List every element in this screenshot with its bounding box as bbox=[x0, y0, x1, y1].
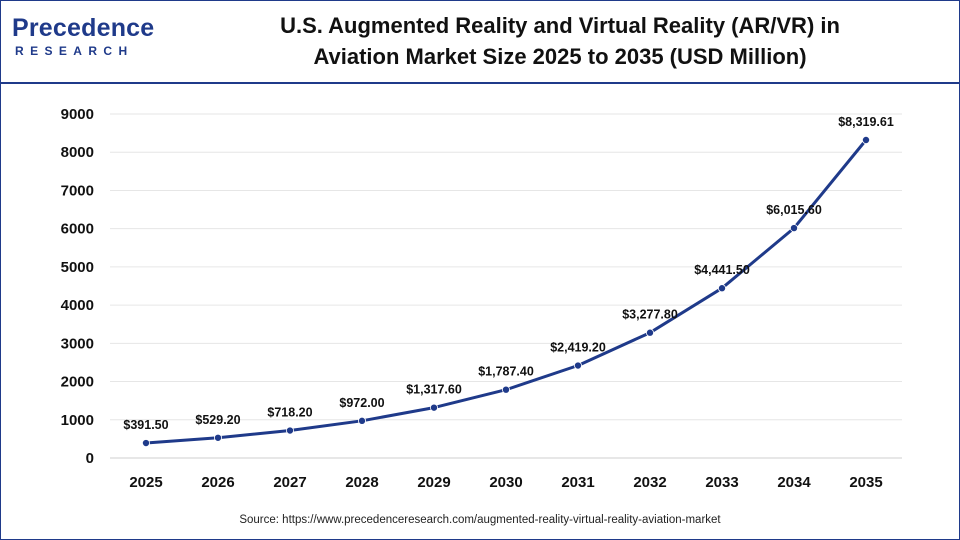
source-note: Source: https://www.precedenceresearch.c… bbox=[239, 514, 721, 526]
data-point bbox=[501, 385, 510, 394]
x-tick-label: 2027 bbox=[273, 474, 306, 491]
data-point bbox=[429, 403, 438, 412]
brand-sub: RESEARCH bbox=[15, 44, 134, 58]
header: Precedence RESEARCH U.S. Augmented Reali… bbox=[0, 0, 960, 82]
x-tick-label: 2033 bbox=[705, 474, 738, 491]
data-label: $4,441.50 bbox=[694, 263, 750, 277]
data-label: $6,015.60 bbox=[766, 203, 822, 217]
y-tick-label: 3000 bbox=[61, 335, 94, 352]
line-chart: 0 1000 2000 3000 4000 5000 6000 7000 8000 9000 20… bbox=[61, 106, 902, 491]
data-point bbox=[646, 328, 655, 337]
x-tick-label: 2029 bbox=[417, 474, 450, 491]
series-line bbox=[145, 139, 868, 445]
data-label: $529.20 bbox=[195, 413, 240, 427]
brand-logo: Precedence RESEARCH bbox=[12, 14, 172, 64]
header-divider bbox=[0, 82, 960, 84]
data-point bbox=[213, 433, 222, 442]
data-point bbox=[790, 224, 799, 233]
y-tick-label: 1000 bbox=[61, 412, 94, 429]
data-point bbox=[718, 284, 727, 293]
y-tick-label: 0 bbox=[86, 450, 94, 467]
data-point bbox=[862, 136, 871, 145]
x-tick-label: 2028 bbox=[345, 474, 378, 491]
data-label: $8,319.61 bbox=[838, 115, 894, 129]
chart-title: U.S. Augmented Reality and Virtual Reali… bbox=[190, 10, 930, 72]
x-tick-label: 2030 bbox=[489, 474, 522, 491]
data-label: $1,787.40 bbox=[478, 365, 534, 379]
x-tick-label: 2032 bbox=[633, 474, 666, 491]
data-label: $1,317.60 bbox=[406, 383, 462, 397]
x-tick-label: 2034 bbox=[777, 474, 811, 491]
data-point bbox=[357, 416, 366, 425]
data-label: $972.00 bbox=[339, 396, 384, 410]
x-tick-label: 2026 bbox=[201, 474, 234, 491]
y-tick-label: 7000 bbox=[61, 182, 94, 199]
y-tick-label: 5000 bbox=[61, 259, 94, 276]
y-tick-label: 4000 bbox=[61, 297, 94, 314]
data-point bbox=[285, 426, 294, 435]
data-point bbox=[141, 439, 150, 448]
y-tick-label: 8000 bbox=[61, 144, 94, 161]
data-point bbox=[574, 361, 583, 370]
x-tick-label: 2035 bbox=[849, 474, 882, 491]
x-tick-label: 2025 bbox=[129, 474, 162, 491]
y-tick-label: 2000 bbox=[61, 374, 94, 391]
brand-name: Precedence bbox=[12, 14, 155, 42]
y-tick-label: 9000 bbox=[61, 106, 94, 123]
chart-title-line-2: Aviation Market Size 2025 to 2035 (USD M… bbox=[313, 44, 807, 69]
x-tick-label: 2031 bbox=[561, 474, 594, 491]
data-label: $2,419.20 bbox=[550, 341, 606, 355]
data-label: $3,277.80 bbox=[622, 308, 678, 322]
data-label: $391.50 bbox=[123, 418, 168, 432]
chart-title-line-1: U.S. Augmented Reality and Virtual Reali… bbox=[280, 13, 840, 38]
y-tick-label: 6000 bbox=[61, 221, 94, 238]
data-label: $718.20 bbox=[267, 406, 312, 420]
